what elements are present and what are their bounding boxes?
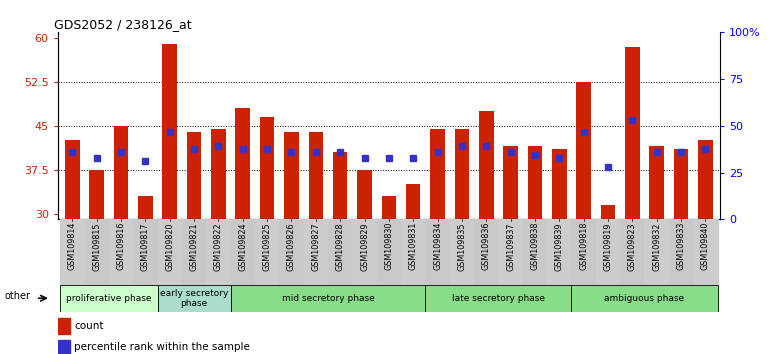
Bar [498, 219, 523, 285]
Bar [280, 219, 303, 285]
Bar [58, 339, 69, 354]
Bar [401, 219, 425, 285]
Bar [474, 219, 498, 285]
Bar [425, 285, 571, 312]
Text: GSM109832: GSM109832 [652, 222, 661, 270]
Bar [284, 132, 299, 219]
Bar [60, 219, 85, 285]
Bar [669, 219, 693, 285]
Bar [138, 196, 152, 219]
Text: GSM109831: GSM109831 [409, 222, 417, 270]
Bar [211, 129, 226, 219]
Text: GSM109830: GSM109830 [384, 222, 393, 270]
Bar [333, 152, 347, 219]
Text: count: count [74, 321, 104, 331]
Bar [236, 108, 250, 219]
Bar [504, 146, 518, 219]
Text: GSM109823: GSM109823 [628, 222, 637, 270]
Text: percentile rank within the sample: percentile rank within the sample [74, 342, 250, 352]
Text: GSM109814: GSM109814 [68, 222, 77, 270]
Text: GSM109817: GSM109817 [141, 222, 150, 270]
Bar [406, 184, 420, 219]
Bar [309, 132, 323, 219]
Text: GSM109834: GSM109834 [433, 222, 442, 270]
Text: GSM109818: GSM109818 [579, 222, 588, 270]
Bar [693, 219, 718, 285]
Bar [552, 149, 567, 219]
Bar [328, 219, 353, 285]
Text: late secretory phase: late secretory phase [452, 294, 545, 303]
Text: GSM109826: GSM109826 [287, 222, 296, 270]
Text: GSM109833: GSM109833 [677, 222, 685, 270]
Text: GSM109837: GSM109837 [506, 222, 515, 270]
Text: GSM109815: GSM109815 [92, 222, 101, 270]
Bar [698, 140, 713, 219]
Bar [649, 146, 664, 219]
Bar [644, 219, 669, 285]
Bar [109, 219, 133, 285]
Bar [114, 126, 129, 219]
Text: GSM109840: GSM109840 [701, 222, 710, 270]
Bar [353, 219, 377, 285]
Bar [58, 318, 69, 335]
Text: GSM109835: GSM109835 [457, 222, 467, 270]
Bar [158, 219, 182, 285]
Bar [230, 285, 425, 312]
Bar [523, 219, 547, 285]
Bar [158, 285, 230, 312]
Bar [601, 205, 615, 219]
Bar [382, 196, 396, 219]
Bar [479, 111, 494, 219]
Bar [430, 129, 445, 219]
Bar [182, 219, 206, 285]
Text: GSM109839: GSM109839 [554, 222, 564, 270]
Bar [259, 117, 274, 219]
Bar [133, 219, 158, 285]
Bar [625, 46, 640, 219]
Text: GSM109816: GSM109816 [116, 222, 126, 270]
Bar [596, 219, 620, 285]
Bar [377, 219, 401, 285]
Text: GSM109836: GSM109836 [482, 222, 490, 270]
Text: GSM109822: GSM109822 [214, 222, 223, 271]
Text: GSM109819: GSM109819 [604, 222, 612, 270]
Bar [187, 132, 202, 219]
Text: GSM109838: GSM109838 [531, 222, 540, 270]
Text: proliferative phase: proliferative phase [66, 294, 152, 303]
Bar [571, 219, 596, 285]
Text: GSM109828: GSM109828 [336, 222, 345, 270]
Text: GSM109824: GSM109824 [238, 222, 247, 270]
Bar [576, 82, 591, 219]
Text: other: other [5, 291, 31, 301]
Bar [425, 219, 450, 285]
Text: ambiguous phase: ambiguous phase [604, 294, 685, 303]
Bar [65, 140, 79, 219]
Bar [230, 219, 255, 285]
Bar [547, 219, 571, 285]
Bar [620, 219, 644, 285]
Text: GDS2052 / 238126_at: GDS2052 / 238126_at [55, 18, 192, 31]
Bar [303, 219, 328, 285]
Bar [357, 170, 372, 219]
Bar [674, 149, 688, 219]
Text: GSM109825: GSM109825 [263, 222, 272, 271]
Text: mid secretory phase: mid secretory phase [282, 294, 374, 303]
Bar [255, 219, 280, 285]
Text: GSM109827: GSM109827 [311, 222, 320, 271]
Text: GSM109820: GSM109820 [166, 222, 174, 270]
Bar [85, 219, 109, 285]
Bar [450, 219, 474, 285]
Bar [527, 146, 542, 219]
Bar [89, 170, 104, 219]
Bar [571, 285, 718, 312]
Text: GSM109829: GSM109829 [360, 222, 369, 271]
Text: early secretory
phase: early secretory phase [160, 289, 228, 308]
Bar [206, 219, 230, 285]
Bar [454, 129, 469, 219]
Bar [60, 285, 158, 312]
Text: GSM109821: GSM109821 [189, 222, 199, 270]
Bar [162, 44, 177, 219]
